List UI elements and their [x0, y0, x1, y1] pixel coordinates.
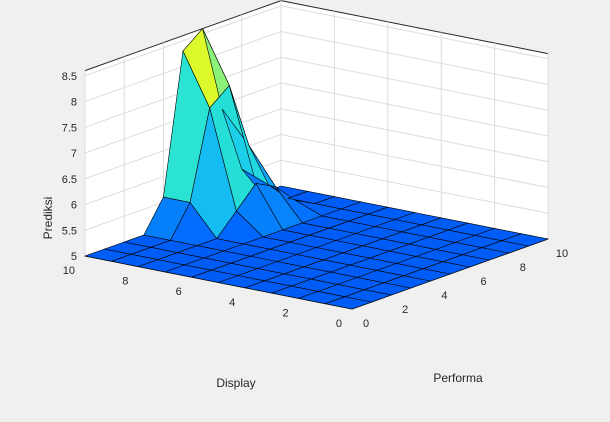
x-tick-label-3: 6 — [481, 276, 487, 288]
grid-z-2 — [84, 133, 549, 205]
x-axis-label: Performa — [433, 371, 483, 385]
axes-wall-1 — [281, 0, 548, 239]
z-tick-label-1: 5.5 — [62, 225, 77, 237]
axis-edge-0 — [84, 0, 282, 72]
z-tick-label-0: 5 — [71, 251, 77, 263]
x-tick-label-4: 8 — [520, 262, 526, 274]
z-tick-label-7: 8.5 — [62, 71, 77, 83]
x-tick-label-2: 4 — [441, 290, 447, 302]
y-tick-label-5: 10 — [63, 265, 75, 277]
surface-patch-0-9 — [500, 233, 550, 247]
grid-z-1 — [84, 159, 549, 231]
x-tick-label-0: 0 — [363, 318, 369, 330]
axis-edge-1 — [280, 0, 549, 55]
y-tick-label-2: 4 — [229, 297, 235, 309]
z-tick-label-6: 8 — [71, 97, 77, 109]
x-tick-label-5: 10 — [556, 248, 568, 260]
y-tick-label-4: 8 — [122, 276, 128, 288]
grid-z-7 — [84, 5, 549, 77]
grid-lines — [84, 0, 549, 257]
z-tick-label-4: 7 — [71, 148, 77, 160]
tick-labels: 0 2 4 6 8 10 0 2 4 6 8 10 5 5.5 6 6.5 7 7.5 8 8.5 — [62, 71, 568, 330]
grid-z-6 — [84, 30, 549, 102]
z-axis-label: Prediksi — [41, 197, 55, 240]
z-tick-label-5: 7.5 — [62, 122, 77, 134]
x-tick-label-1: 2 — [402, 304, 408, 316]
grid-z-5 — [84, 56, 549, 128]
z-tick-label-2: 6 — [71, 200, 77, 212]
y-tick-label-3: 6 — [176, 286, 182, 298]
surface-mesh — [83, 28, 550, 310]
grid-z-3 — [84, 108, 549, 180]
y-tick-label-0: 0 — [336, 318, 342, 330]
grid-z-4 — [84, 82, 549, 154]
y-axis-label: Display — [216, 376, 255, 390]
y-tick-label-1: 2 — [282, 307, 288, 319]
z-tick-label-3: 6.5 — [62, 174, 77, 186]
